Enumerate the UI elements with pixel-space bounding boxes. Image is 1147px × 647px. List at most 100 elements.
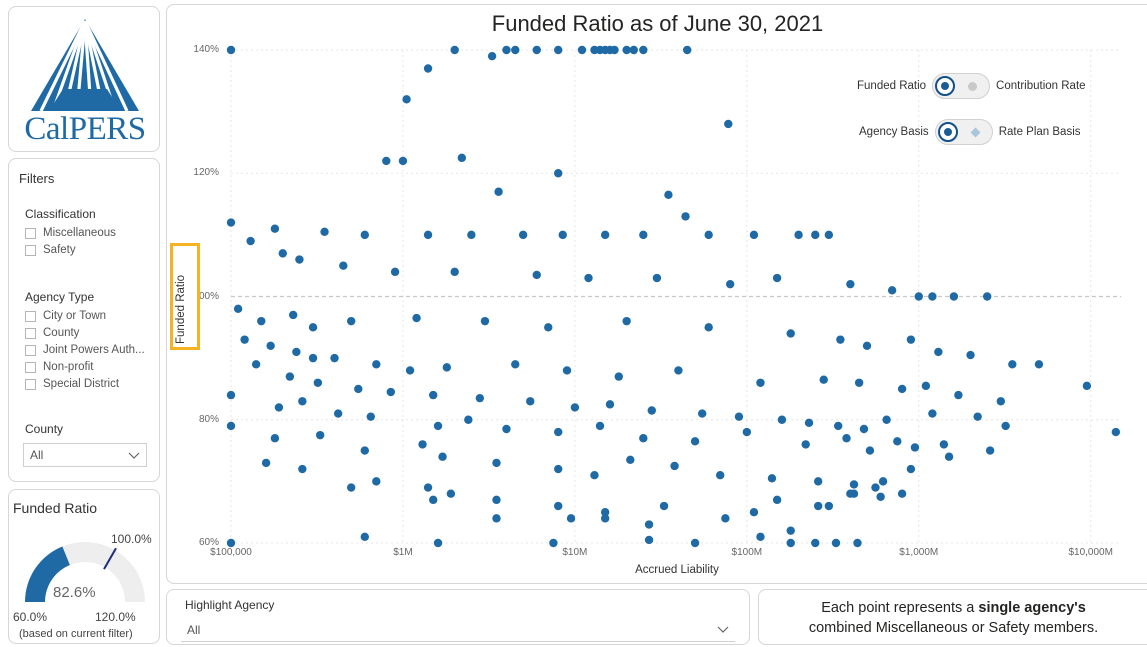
data-point[interactable] [518,230,528,240]
data-point[interactable] [921,381,931,391]
data-point[interactable] [862,341,872,350]
data-point[interactable] [639,230,648,240]
data-point[interactable] [871,483,880,492]
data-point[interactable] [346,483,356,492]
data-point[interactable] [704,230,713,240]
data-point[interactable] [670,461,679,471]
data-point[interactable] [704,323,713,332]
data-point[interactable] [315,430,325,440]
data-point[interactable] [897,384,907,394]
data-point[interactable] [777,415,787,424]
highlight-agency-dropdown[interactable]: All [181,618,735,642]
data-point[interactable] [742,427,752,437]
data-point[interactable] [261,458,271,468]
data-point[interactable] [681,212,690,221]
data-point[interactable] [1082,381,1092,391]
data-point[interactable] [865,446,875,455]
checkbox-box[interactable] [25,227,36,239]
toggle-agency-rateplan[interactable]: Agency Basis Rate Plan Basis [859,119,1081,145]
data-point[interactable] [360,532,369,542]
data-point[interactable] [734,412,744,421]
checkbox-box[interactable] [25,327,36,339]
data-point[interactable] [811,538,820,548]
data-point[interactable] [824,230,834,240]
data-point[interactable] [819,375,828,384]
data-point[interactable] [966,350,975,360]
data-point[interactable] [226,218,236,227]
toggle-right-label[interactable]: Rate Plan Basis [998,126,1081,138]
data-point[interactable] [659,501,669,511]
data-point[interactable] [511,360,520,369]
data-point[interactable] [278,249,287,258]
data-point[interactable] [876,492,885,501]
data-point[interactable] [360,230,369,240]
data-point[interactable] [372,360,381,369]
data-point[interactable] [849,480,859,489]
data-point[interactable] [772,495,782,505]
data-point[interactable] [824,501,834,511]
data-point[interactable] [683,45,692,55]
data-point[interactable] [418,440,427,449]
data-point[interactable] [246,236,255,246]
data-point[interactable] [1001,421,1010,431]
data-point[interactable] [944,452,954,461]
data-point[interactable] [423,64,433,73]
data-point[interactable] [429,495,438,505]
data-point[interactable] [767,474,777,483]
data-point[interactable] [366,412,375,421]
checkbox-safety[interactable]: Safety [25,242,76,258]
data-point[interactable] [622,45,631,55]
data-point[interactable] [390,267,400,277]
data-point[interactable] [996,397,1006,406]
data-point[interactable] [405,366,415,375]
data-point[interactable] [859,424,869,434]
data-point[interactable] [836,335,845,344]
data-point[interactable] [1111,427,1121,437]
data-point[interactable] [842,434,851,443]
data-point[interactable] [595,421,605,431]
data-point[interactable] [360,446,369,455]
data-point[interactable] [804,418,814,428]
data-point[interactable] [295,255,304,264]
toggle-funded-contribution[interactable]: Funded Ratio Contribution Rate [857,73,1086,99]
data-point[interactable] [664,190,673,200]
data-point[interactable] [882,415,891,424]
data-point[interactable] [532,270,541,280]
data-point[interactable] [786,538,795,548]
county-dropdown[interactable]: All [23,443,147,467]
data-point[interactable] [433,538,443,548]
data-point[interactable] [697,409,707,418]
data-point[interactable] [266,341,275,350]
data-point[interactable] [313,378,323,387]
data-point[interactable] [386,387,396,397]
data-point[interactable] [910,443,920,452]
data-point[interactable] [240,335,249,344]
data-point[interactable] [274,403,284,412]
data-point[interactable] [756,532,765,542]
data-point[interactable] [554,501,563,511]
data-point[interactable] [354,384,363,394]
data-point[interactable] [590,471,599,480]
data-point[interactable] [562,366,572,375]
data-point[interactable] [887,286,897,295]
data-point[interactable] [549,538,558,548]
data-point[interactable] [1034,360,1044,369]
data-point[interactable] [878,477,888,486]
data-point[interactable] [423,483,433,492]
checkbox-special-district[interactable]: Special District [25,376,119,392]
data-point[interactable] [626,455,635,465]
data-point[interactable] [467,230,476,240]
data-point[interactable] [914,292,923,301]
data-point[interactable] [893,437,902,446]
data-point[interactable] [639,434,648,443]
data-point[interactable] [813,501,823,511]
checkbox-miscellaneous[interactable]: Miscellaneous [25,225,116,241]
data-point[interactable] [526,397,535,406]
data-point[interactable] [558,230,567,240]
data-point[interactable] [532,45,541,55]
data-point[interactable] [382,156,391,166]
data-point[interactable] [756,378,765,387]
checkbox-joint-powers[interactable]: Joint Powers Auth... [25,342,145,358]
toggle-switch[interactable] [934,119,993,145]
data-point[interactable] [339,261,348,270]
